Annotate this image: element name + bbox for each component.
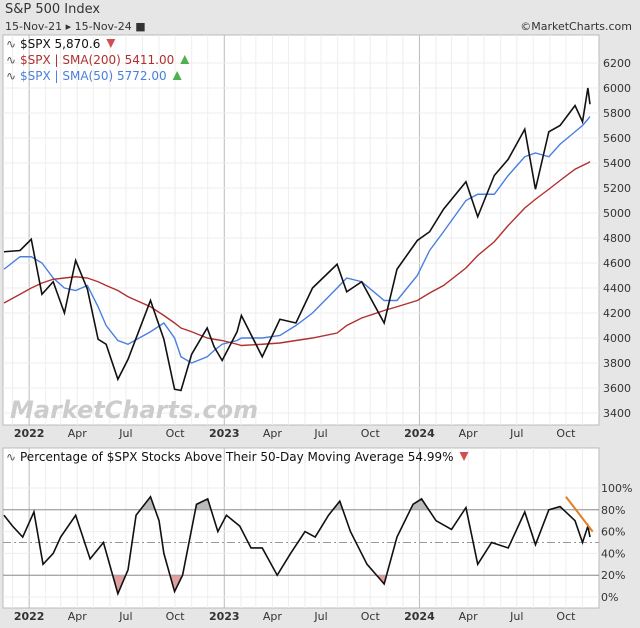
price-panel [2, 34, 600, 426]
x-tick-label: Apr [459, 610, 479, 623]
x-tick-label: Jul [313, 427, 327, 440]
series-icon: ∿ [6, 69, 16, 83]
y-tick-label: 4000 [603, 332, 631, 345]
y-tick-label: 4400 [603, 282, 631, 295]
x-tick-label: Oct [556, 427, 576, 440]
x-tick-label: Oct [166, 610, 186, 623]
y-tick-label: 3400 [603, 407, 631, 420]
x-tick-label: Apr [68, 427, 88, 440]
series-icon: ∿ [6, 450, 16, 464]
range-start: 15-Nov-21 [5, 20, 63, 33]
x-tick-label: Apr [263, 427, 283, 440]
date-range: 15-Nov-21 ▸ 15-Nov-24 ■ [5, 20, 146, 33]
x-tick-label: Jul [509, 610, 523, 623]
y-tick-label: 5000 [603, 207, 631, 220]
y-tick-label: 80% [601, 504, 625, 517]
x-tick-label: Oct [556, 610, 576, 623]
x-tick-label: Jul [118, 427, 132, 440]
y-tick-label: 100% [601, 482, 632, 495]
x-tick-label: 2024 [404, 427, 435, 440]
x-tick-label: Apr [68, 610, 88, 623]
y-tick-label: 3800 [603, 357, 631, 370]
legend-label: $SPX 5,870.6 [20, 37, 100, 51]
series-line-0 [3, 87, 591, 392]
y-tick-label: 5800 [603, 107, 631, 120]
x-tick-label: 2023 [209, 610, 240, 623]
y-tick-label: 3600 [603, 382, 631, 395]
series-icon: ∿ [6, 53, 16, 67]
legend-label: $SPX | SMA(200) 5411.00 [20, 53, 174, 67]
arrow-down-icon [106, 39, 116, 48]
arrow-down-icon [459, 452, 469, 461]
y-tick-label: 4600 [603, 257, 631, 270]
arrow-up-icon [172, 71, 182, 80]
breadth-line [3, 495, 591, 597]
legend-label: Percentage of $SPX Stocks Above Their 50… [20, 450, 454, 464]
arrow-up-icon [180, 55, 190, 64]
y-tick-label: 20% [601, 569, 625, 582]
y-tick-label: 40% [601, 547, 625, 560]
x-tick-label: 2022 [14, 610, 45, 623]
y-tick-label: 6200 [603, 57, 631, 70]
y-tick-label: 4800 [603, 232, 631, 245]
y-tick-label: 0% [601, 591, 618, 604]
x-tick-label: Apr [263, 610, 283, 623]
series-icon: ∿ [6, 37, 16, 51]
y-tick-label: 60% [601, 526, 625, 539]
x-tick-label: Oct [361, 427, 381, 440]
overbought-fill [4, 496, 590, 510]
y-tick-label: 4200 [603, 307, 631, 320]
x-tick-label: Jul [118, 610, 132, 623]
y-tick-label: 6000 [603, 82, 631, 95]
watermark: MarketCharts.com [10, 396, 258, 424]
x-tick-label: Oct [166, 427, 186, 440]
y-tick-label: 5600 [603, 132, 631, 145]
y-tick-label: 5200 [603, 182, 631, 195]
x-tick-label: 2023 [209, 427, 240, 440]
x-tick-label: Jul [509, 427, 523, 440]
x-tick-label: Jul [313, 610, 327, 623]
x-tick-label: 2022 [14, 427, 45, 440]
range-end: 15-Nov-24 [74, 20, 132, 33]
chart-title: S&P 500 Index [5, 2, 101, 17]
trend-line [565, 496, 594, 533]
x-tick-label: Oct [361, 610, 381, 623]
x-tick-label: Apr [459, 427, 479, 440]
y-tick-label: 5400 [603, 157, 631, 170]
credit: ©MarketCharts.com [520, 20, 632, 33]
x-tick-label: 2024 [404, 610, 435, 623]
breadth-panel [2, 447, 600, 609]
legend-label: $SPX | SMA(50) 5772.00 [20, 69, 167, 83]
series-line-1 [3, 161, 591, 347]
